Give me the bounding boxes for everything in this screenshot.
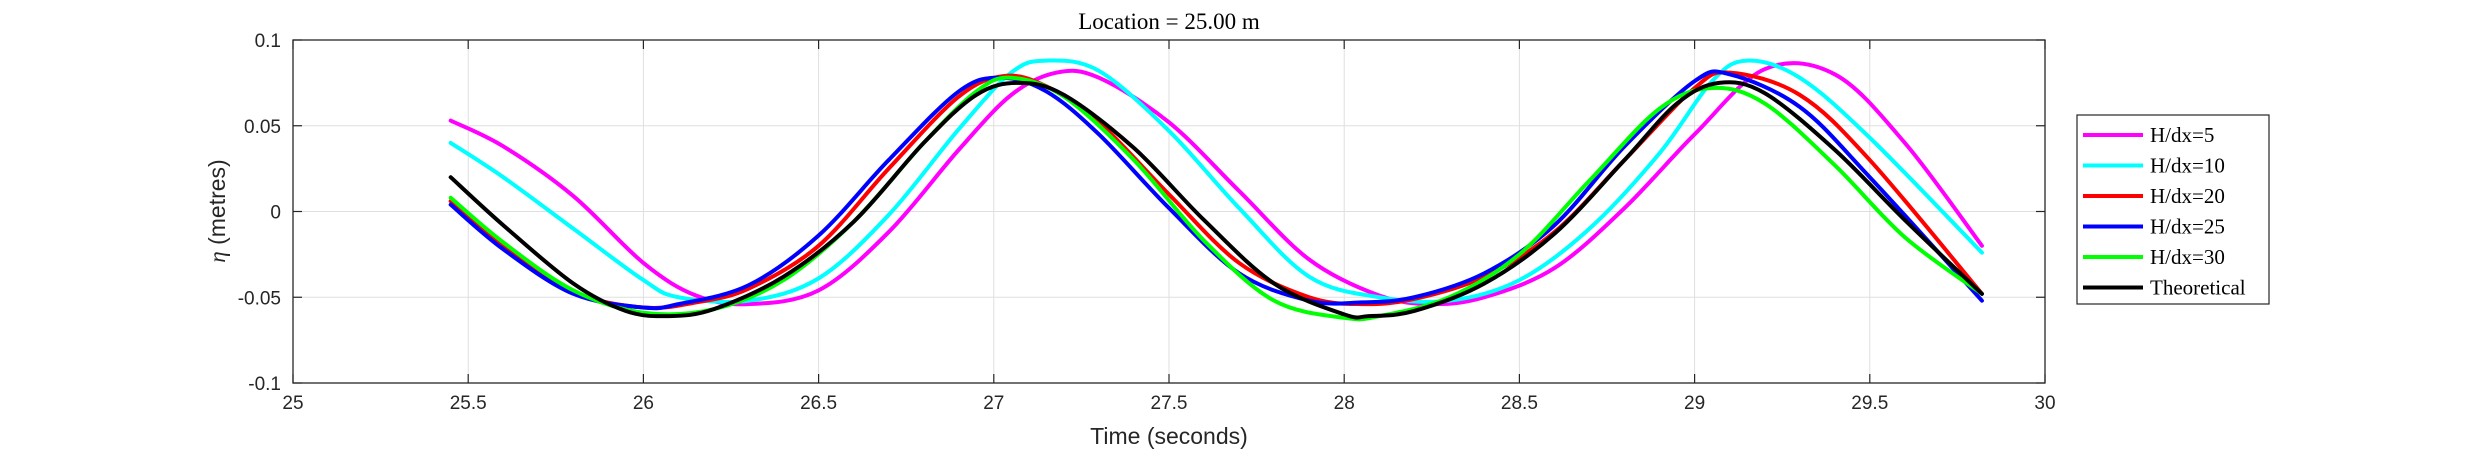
legend-label-h-dx-20: H/dx=20 — [2150, 184, 2225, 208]
x-tick-label: 29.5 — [1851, 393, 1888, 414]
legend-box — [2076, 114, 2270, 305]
series-line-h-dx-5 — [448, 61, 1984, 307]
y-tick-label: -0.05 — [238, 288, 281, 309]
x-axis-label: Time (seconds) — [1090, 423, 1248, 449]
chart-title: Location = 25.00 m — [1078, 9, 1260, 34]
legend-items: H/dx=5 H/dx=10 H/dx=20 H/dx=25 H/dx=30 Theore… — [2083, 123, 2246, 300]
y-tick-label: 0.05 — [244, 117, 281, 138]
y-axis-label: η (metres) — [204, 159, 230, 262]
y-tick-label: -0.1 — [248, 374, 281, 395]
x-tick-label: 29 — [1684, 393, 1705, 414]
legend-label-theoretical: Theoretical — [2150, 276, 2246, 300]
x-tick-label: 27 — [983, 393, 1004, 414]
x-tick-label: 28.5 — [1501, 393, 1538, 414]
legend: H/dx=5 H/dx=10 H/dx=20 H/dx=25 H/dx=30 Theore… — [2076, 114, 2270, 305]
x-tick-label: 27.5 — [1151, 393, 1188, 414]
x-tick-label: 30 — [2034, 393, 2055, 414]
x-tick-label: 26 — [633, 393, 654, 414]
legend-label-h-dx-30: H/dx=30 — [2150, 245, 2225, 269]
axis-ticks: 25 25.5 26 26.5 27 27.5 28 28.5 29 29.5 30 -0.1 -0.0… — [238, 31, 2056, 414]
x-tick-label: 28 — [1334, 393, 1355, 414]
y-tick-label: 0.1 — [255, 31, 281, 52]
x-tick-label: 26.5 — [800, 393, 837, 414]
legend-label-h-dx-10: H/dx=10 — [2150, 154, 2225, 178]
y-axis-symbol: η — [205, 251, 230, 262]
series-line-theoretical — [448, 80, 1984, 320]
series-line-h-dx-25 — [448, 69, 1984, 311]
legend-label-h-dx-5: H/dx=5 — [2150, 123, 2214, 147]
legend-label-h-dx-25: H/dx=25 — [2150, 215, 2225, 239]
x-tick-label: 25.5 — [450, 393, 487, 414]
y-axis-unit: (metres) — [204, 159, 230, 251]
y-tick-label: 0 — [270, 203, 281, 224]
x-tick-label: 25 — [282, 393, 303, 414]
series-lines — [448, 58, 1984, 322]
series-line-h-dx-10 — [448, 58, 1984, 304]
